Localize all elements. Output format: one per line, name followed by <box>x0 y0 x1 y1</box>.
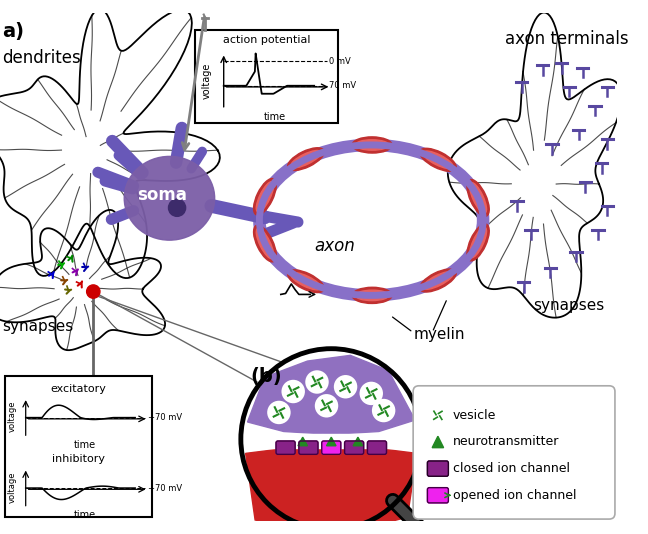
Polygon shape <box>432 436 444 447</box>
Ellipse shape <box>124 156 214 240</box>
Circle shape <box>373 400 394 421</box>
Text: axon terminals: axon terminals <box>505 30 628 48</box>
Polygon shape <box>298 437 307 446</box>
FancyBboxPatch shape <box>428 461 448 476</box>
Text: dendrites: dendrites <box>2 49 80 67</box>
Polygon shape <box>327 437 336 446</box>
Ellipse shape <box>253 178 276 215</box>
Circle shape <box>316 395 337 417</box>
Circle shape <box>168 199 185 216</box>
Ellipse shape <box>256 229 273 258</box>
Polygon shape <box>353 437 363 446</box>
Text: vesicle: vesicle <box>453 409 496 422</box>
PathPatch shape <box>246 447 417 530</box>
Text: voltage: voltage <box>202 63 211 99</box>
FancyBboxPatch shape <box>428 488 448 503</box>
Circle shape <box>428 406 447 425</box>
Text: action potential: action potential <box>223 35 310 45</box>
Circle shape <box>241 349 422 530</box>
Ellipse shape <box>352 287 392 303</box>
Text: soma: soma <box>137 186 187 205</box>
Text: 0 mV: 0 mV <box>329 57 351 66</box>
Text: axon: axon <box>314 237 355 255</box>
FancyBboxPatch shape <box>246 434 417 447</box>
Ellipse shape <box>423 151 453 169</box>
Ellipse shape <box>420 269 456 292</box>
FancyBboxPatch shape <box>276 441 295 454</box>
FancyBboxPatch shape <box>322 441 341 454</box>
Ellipse shape <box>356 290 389 301</box>
Ellipse shape <box>356 140 389 150</box>
Circle shape <box>361 383 382 404</box>
Text: −70 mV: −70 mV <box>148 413 181 422</box>
Ellipse shape <box>470 227 487 258</box>
Text: synapses: synapses <box>2 319 73 334</box>
FancyBboxPatch shape <box>299 441 318 454</box>
Text: a): a) <box>2 22 24 41</box>
Circle shape <box>268 402 290 423</box>
Text: myelin: myelin <box>414 327 466 342</box>
Text: synapses: synapses <box>533 299 605 313</box>
FancyBboxPatch shape <box>5 376 152 517</box>
Ellipse shape <box>352 137 392 153</box>
Ellipse shape <box>470 183 487 213</box>
Ellipse shape <box>288 270 324 293</box>
FancyBboxPatch shape <box>195 30 338 123</box>
Ellipse shape <box>256 182 273 212</box>
Circle shape <box>307 372 327 392</box>
Circle shape <box>335 376 356 397</box>
FancyBboxPatch shape <box>413 386 615 519</box>
Ellipse shape <box>423 272 453 289</box>
Ellipse shape <box>253 225 276 262</box>
Text: time: time <box>74 440 97 450</box>
Text: time: time <box>74 511 97 520</box>
Circle shape <box>87 285 100 298</box>
Text: voltage: voltage <box>8 401 17 433</box>
Ellipse shape <box>291 151 321 168</box>
Ellipse shape <box>467 179 489 216</box>
Text: (b): (b) <box>250 367 282 386</box>
Circle shape <box>283 381 304 402</box>
Ellipse shape <box>288 148 324 170</box>
FancyBboxPatch shape <box>345 441 364 454</box>
Text: −70 mV: −70 mV <box>148 484 181 492</box>
Ellipse shape <box>291 272 321 290</box>
Text: time: time <box>264 112 286 122</box>
PathPatch shape <box>248 355 415 434</box>
Ellipse shape <box>467 224 489 261</box>
Text: neurotransmitter: neurotransmitter <box>453 435 559 449</box>
Text: inhibitory: inhibitory <box>52 454 105 464</box>
Text: excitatory: excitatory <box>51 383 106 394</box>
FancyBboxPatch shape <box>367 441 386 454</box>
Text: 70 mV: 70 mV <box>329 81 356 90</box>
Ellipse shape <box>420 148 456 171</box>
Text: voltage: voltage <box>8 472 17 503</box>
Text: closed ion channel: closed ion channel <box>453 462 570 475</box>
Text: opened ion channel: opened ion channel <box>453 489 577 502</box>
